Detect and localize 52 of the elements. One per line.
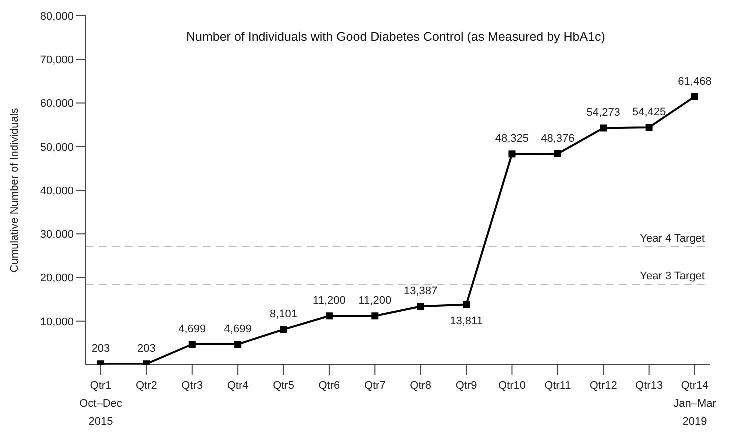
point [326, 312, 333, 320]
y-axis-title: Cumulative Number of Individuals [8, 108, 21, 273]
data-label: 11,200 [358, 295, 392, 308]
data-label: 13,387 [404, 286, 438, 298]
data-label: 48,325 [495, 133, 530, 146]
text: Number of Individuals with Good Diabetes Control (as Measured by HbA1c) [186, 30, 606, 44]
ref-line-label: Year 4 Target [640, 232, 705, 245]
point [692, 93, 698, 100]
y-tick-label: 80,000 [40, 10, 74, 23]
y-tick-label: 40,000 [40, 185, 74, 198]
x-tick-label: Qtr3 [182, 380, 204, 392]
data-label: 4,699 [178, 324, 206, 336]
point [280, 326, 288, 334]
data-label: 54,273 [586, 107, 620, 120]
point [188, 341, 196, 348]
y-tick-label: 20,000 [40, 272, 74, 285]
point [234, 341, 242, 348]
point [554, 150, 562, 158]
point [508, 150, 516, 158]
x-tick-label: Qtr10 [498, 380, 526, 392]
x-tick-label: Qtr2 [136, 380, 158, 392]
point [463, 301, 470, 308]
x-tick-label: Qtr8 [410, 380, 432, 392]
y-tick-label: 60,000 [40, 98, 74, 110]
x-tick-label: Qtr7 [364, 380, 386, 392]
data-label: 4,699 [224, 324, 252, 336]
y-tick-label: 50,000 [40, 142, 74, 154]
x-tick-label: Qtr9 [456, 380, 478, 392]
x-tick-label: Qtr6 [318, 380, 340, 392]
data-label: 48,376 [541, 132, 575, 145]
x-tick-label: Qtr14 Jan–Mar 2019 [674, 380, 717, 428]
y-tick-label: 30,000 [40, 229, 74, 242]
x-tick-label: Qtr4 [227, 380, 249, 392]
y-tick-label: 70,000 [40, 54, 74, 67]
y-tick-label: 10,000 [40, 316, 74, 328]
point [417, 303, 424, 310]
data-label: 11,200 [313, 295, 346, 308]
x-tick-label: Qtr11 [544, 380, 572, 392]
point [646, 124, 653, 132]
data-label: 54,425 [632, 106, 666, 119]
x-tick-label: Qtr1 Oct–Dec 2015 [80, 380, 123, 428]
data-label: 61,468 [678, 76, 712, 88]
data-label: 8,101 [270, 308, 298, 321]
data-label: 13,811 [450, 316, 483, 328]
data-label: 203 [138, 343, 156, 356]
x-tick-label: Qtr13 [636, 380, 664, 392]
point [600, 124, 608, 132]
x-tick-label: Qtr12 [590, 380, 618, 392]
ref-line-label: Year 3 Target [640, 270, 705, 283]
point [372, 312, 379, 320]
data-label: 203 [92, 343, 110, 356]
x-tick-label: Qtr5 [273, 380, 294, 392]
